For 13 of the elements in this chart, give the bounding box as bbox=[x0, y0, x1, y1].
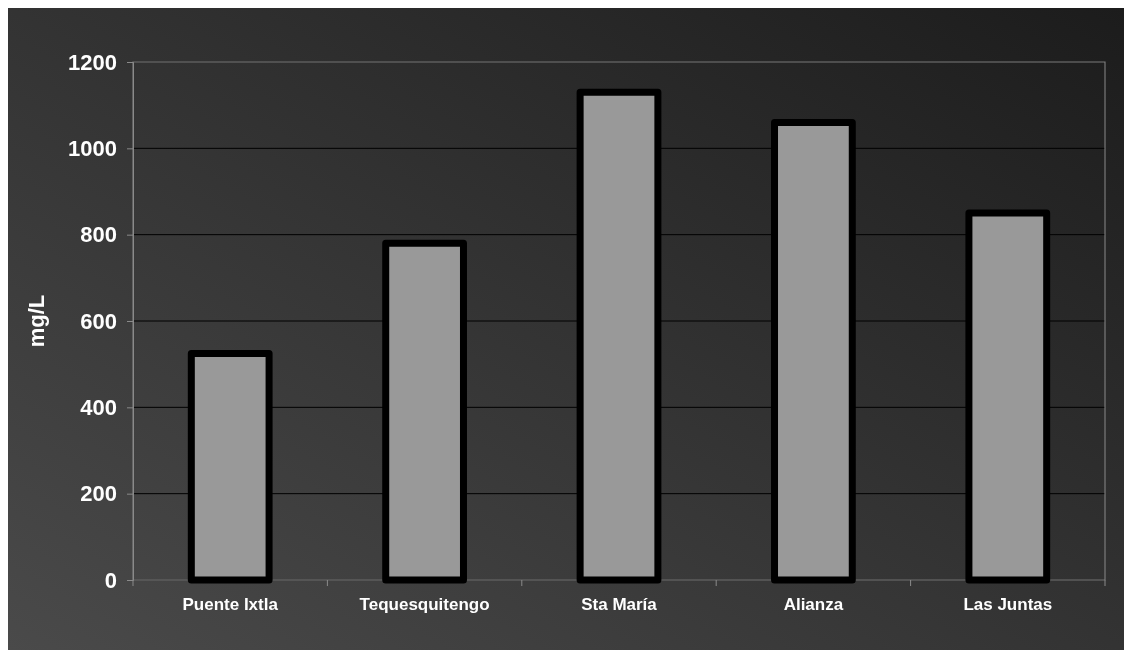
y-tick-label: 800 bbox=[80, 222, 117, 248]
x-tick-label: Las Juntas bbox=[963, 595, 1053, 615]
y-axis-title: mg/L bbox=[24, 294, 49, 348]
x-tick-label: Alianza bbox=[783, 595, 844, 615]
y-tick-label: 1000 bbox=[68, 135, 117, 161]
y-tick-label: 400 bbox=[80, 394, 117, 420]
y-tick-label: 1200 bbox=[68, 49, 117, 75]
y-tick-label: 0 bbox=[104, 567, 117, 593]
y-tick-label: 200 bbox=[80, 481, 117, 507]
x-tick-label: Tequesquitengo bbox=[359, 595, 490, 615]
x-tick-label: Sta María bbox=[581, 595, 658, 615]
x-tick-label: Puente Ixtla bbox=[182, 595, 279, 615]
y-tick-label: 600 bbox=[80, 308, 117, 334]
